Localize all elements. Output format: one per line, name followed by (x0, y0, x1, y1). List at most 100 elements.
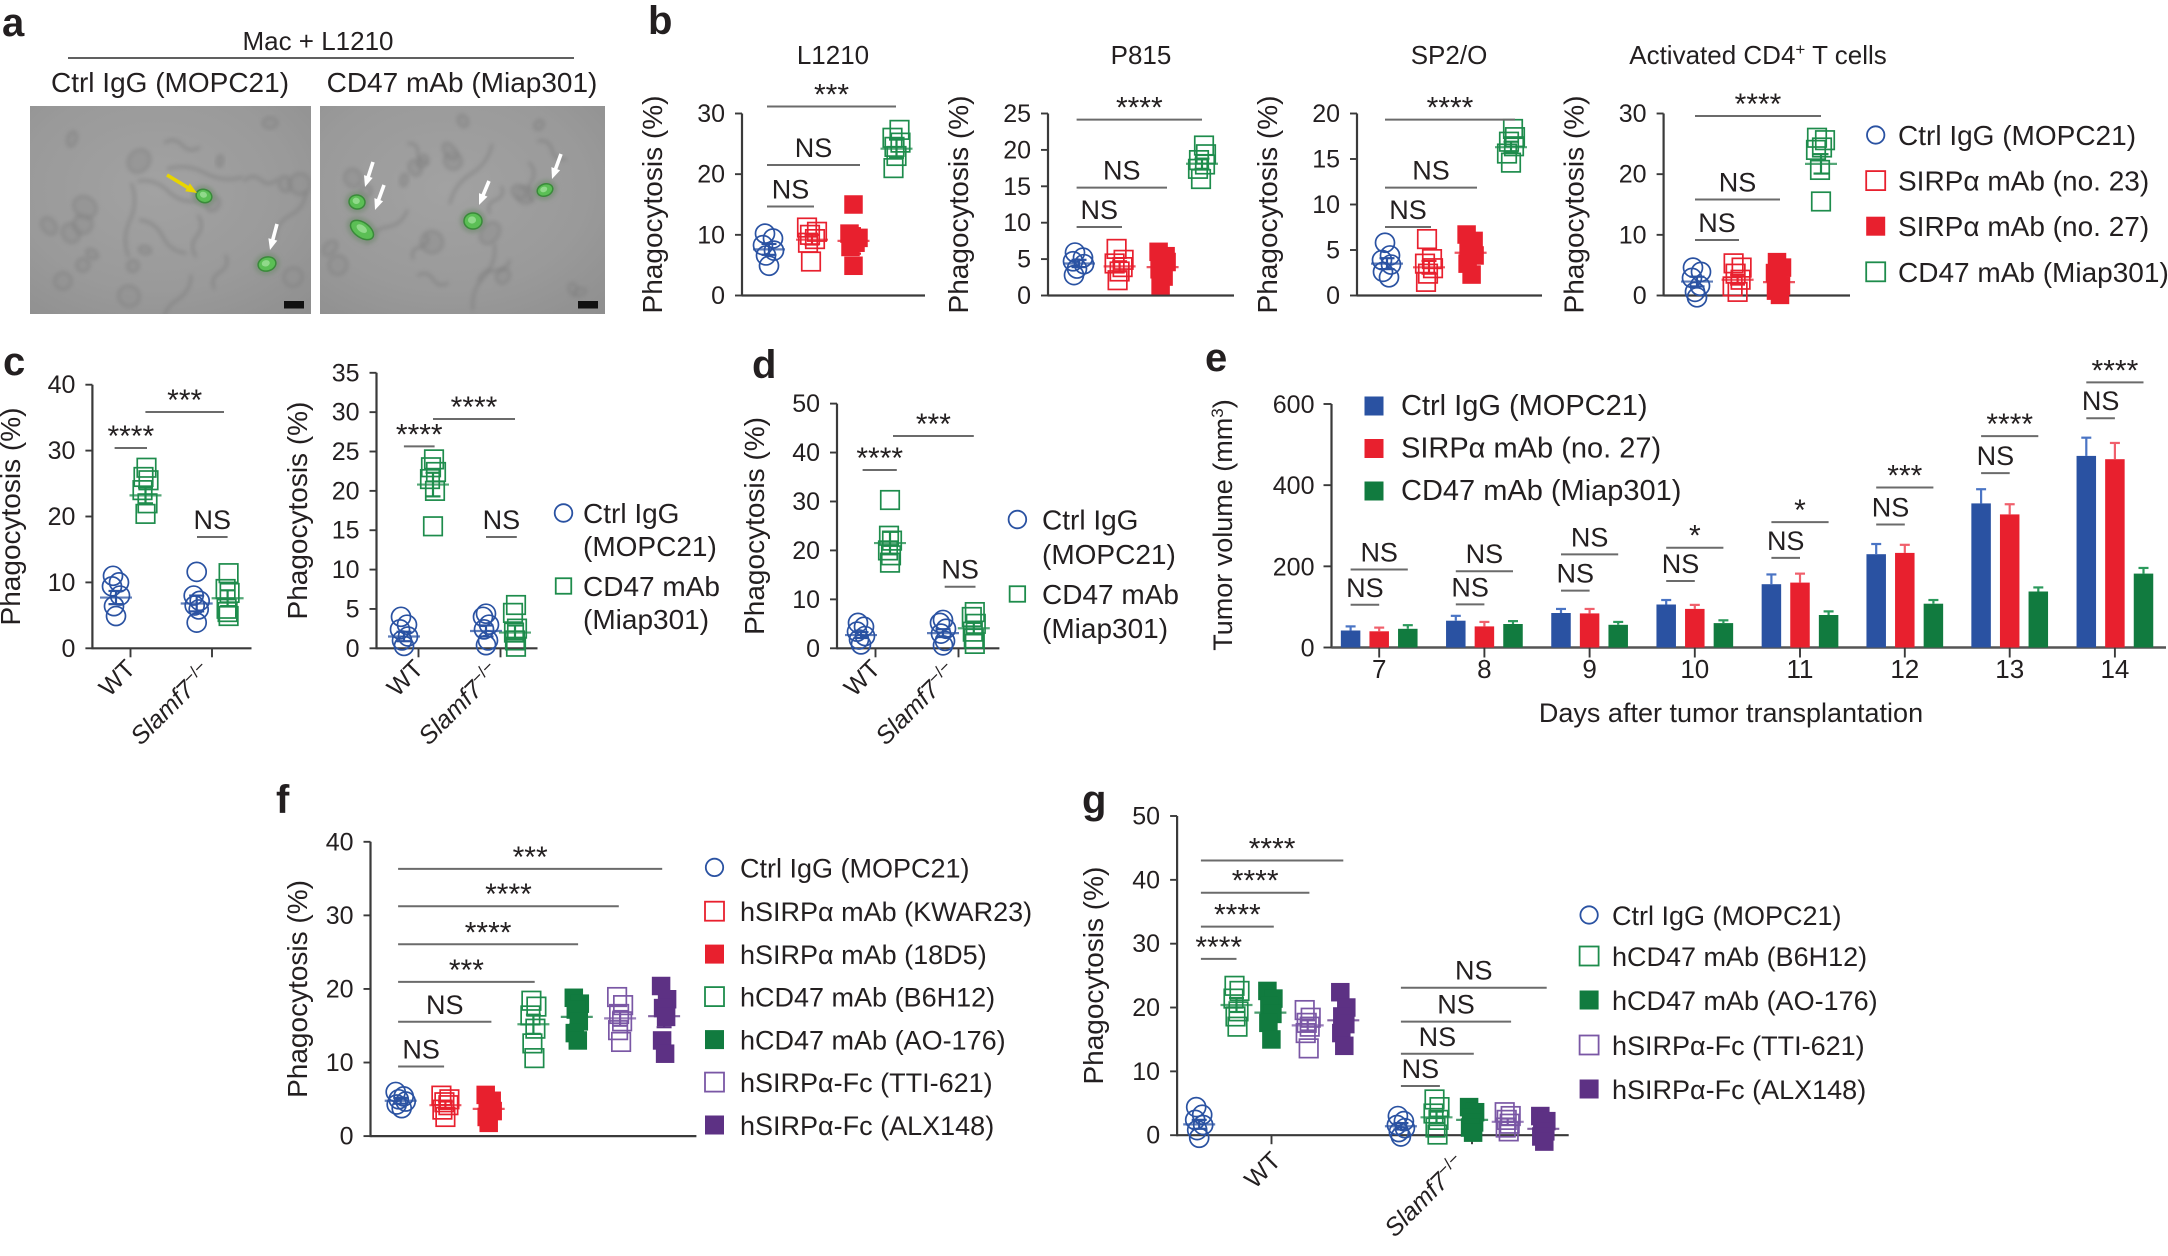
svg-text:d: d (752, 343, 776, 387)
svg-text:****: **** (1735, 88, 1782, 121)
svg-text:****: **** (1214, 899, 1261, 932)
svg-text:hSIRPα mAb (18D5): hSIRPα mAb (18D5) (740, 940, 987, 970)
svg-text:35: 35 (332, 359, 360, 387)
svg-text:30: 30 (792, 488, 820, 516)
svg-text:Ctrl IgG: Ctrl IgG (1042, 505, 1138, 536)
svg-text:****: **** (465, 916, 512, 949)
svg-text:NS: NS (402, 1035, 440, 1065)
svg-text:30: 30 (1619, 100, 1647, 128)
svg-text:****: **** (451, 391, 498, 424)
svg-text:P815: P815 (1111, 40, 1172, 70)
svg-text:20: 20 (48, 503, 76, 531)
svg-text:(MOPC21): (MOPC21) (1042, 539, 1176, 570)
svg-text:Ctrl IgG: Ctrl IgG (583, 498, 679, 529)
svg-text:NS: NS (194, 505, 232, 535)
svg-text:10: 10 (1619, 221, 1647, 249)
svg-text:10: 10 (48, 569, 76, 597)
svg-text:****: **** (107, 420, 154, 453)
svg-text:NS: NS (941, 555, 979, 585)
svg-text:40: 40 (792, 439, 820, 467)
svg-text:0: 0 (806, 635, 820, 663)
svg-text:0: 0 (340, 1123, 354, 1151)
svg-text:20: 20 (326, 975, 354, 1003)
svg-text:NS: NS (1557, 559, 1595, 589)
svg-text:50: 50 (792, 390, 820, 418)
svg-text:15: 15 (1003, 173, 1031, 201)
svg-text:15: 15 (332, 517, 360, 545)
svg-text:40: 40 (48, 371, 76, 399)
svg-text:200: 200 (1273, 553, 1315, 581)
svg-text:5: 5 (1017, 246, 1031, 274)
svg-text:SIRPα mAb (no. 23): SIRPα mAb (no. 23) (1898, 166, 2149, 197)
svg-text:****: **** (1195, 931, 1242, 964)
svg-text:0: 0 (346, 635, 360, 663)
svg-text:12: 12 (1890, 654, 1919, 684)
svg-text:a: a (2, 1, 25, 45)
svg-text:hCD47 mAb (AO-176): hCD47 mAb (AO-176) (740, 1026, 1006, 1056)
svg-text:f: f (276, 778, 290, 822)
svg-text:10: 10 (1680, 654, 1709, 684)
svg-text:hCD47 mAb (B6H12): hCD47 mAb (B6H12) (1612, 942, 1867, 972)
svg-text:13: 13 (1995, 654, 2024, 684)
svg-text:****: **** (1249, 833, 1296, 866)
svg-text:(Miap301): (Miap301) (1042, 613, 1168, 644)
svg-text:400: 400 (1273, 472, 1315, 500)
svg-text:NS: NS (483, 505, 521, 535)
svg-text:20: 20 (792, 537, 820, 565)
svg-text:10: 10 (326, 1049, 354, 1077)
svg-text:****: **** (1232, 865, 1279, 898)
svg-text:10: 10 (1132, 1058, 1160, 1086)
svg-text:NS: NS (1455, 956, 1493, 986)
svg-text:****: **** (1986, 408, 2033, 441)
svg-text:NS: NS (1767, 526, 1805, 556)
svg-text:Activated CD4+ T cells: Activated CD4+ T cells (1629, 40, 1887, 71)
svg-text:10: 10 (792, 586, 820, 614)
svg-text:****: **** (2092, 354, 2139, 387)
svg-text:NS: NS (772, 175, 810, 205)
svg-text:20: 20 (1312, 100, 1340, 128)
svg-text:NS: NS (1103, 156, 1141, 186)
svg-text:***: *** (167, 384, 202, 417)
svg-text:11: 11 (1787, 654, 1814, 684)
svg-text:20: 20 (697, 161, 725, 189)
svg-text:Ctrl IgG (MOPC21): Ctrl IgG (MOPC21) (1898, 120, 2136, 151)
svg-text:CD47 mAb (Miap301): CD47 mAb (Miap301) (1401, 475, 1681, 507)
svg-text:NS: NS (1698, 208, 1736, 238)
svg-text:Phagocytosis (%): Phagocytosis (%) (943, 96, 974, 314)
svg-text:0: 0 (1301, 635, 1315, 663)
svg-text:30: 30 (1132, 930, 1160, 958)
svg-text:7: 7 (1372, 654, 1386, 684)
svg-text:0: 0 (61, 635, 75, 663)
svg-text:***: *** (916, 408, 951, 441)
svg-text:NS: NS (2082, 386, 2120, 416)
svg-text:25: 25 (1003, 100, 1031, 128)
svg-text:5: 5 (1326, 237, 1340, 265)
svg-text:50: 50 (1132, 803, 1160, 831)
svg-text:NS: NS (1451, 572, 1489, 602)
svg-text:8: 8 (1477, 654, 1491, 684)
svg-text:Phagocytosis (%): Phagocytosis (%) (1078, 867, 1109, 1085)
svg-text:NS: NS (1571, 522, 1609, 552)
svg-text:NS: NS (1402, 1054, 1440, 1084)
svg-text:40: 40 (1132, 866, 1160, 894)
svg-text:hCD47 mAb (AO-176): hCD47 mAb (AO-176) (1612, 986, 1878, 1016)
svg-text:NS: NS (1662, 549, 1700, 579)
svg-text:****: **** (1427, 92, 1474, 125)
svg-text:hSIRPα mAb (KWAR23): hSIRPα mAb (KWAR23) (740, 897, 1032, 927)
svg-text:NS: NS (1346, 573, 1384, 603)
svg-text:****: **** (485, 878, 532, 911)
svg-text:NS: NS (1412, 156, 1450, 186)
svg-text:10: 10 (332, 556, 360, 584)
svg-text:L1210: L1210 (797, 40, 869, 70)
svg-text:NS: NS (1389, 195, 1427, 225)
svg-text:Ctrl IgG (MOPC21): Ctrl IgG (MOPC21) (740, 853, 970, 883)
svg-text:10: 10 (1312, 191, 1340, 219)
svg-text:Ctrl IgG (MOPC21): Ctrl IgG (MOPC21) (1401, 390, 1648, 422)
svg-text:30: 30 (332, 399, 360, 427)
svg-text:30: 30 (48, 437, 76, 465)
svg-text:***: *** (1887, 460, 1922, 493)
svg-text:Phagocytosis (%): Phagocytosis (%) (637, 96, 668, 314)
svg-text:CD47 mAb (Miap301): CD47 mAb (Miap301) (1898, 257, 2168, 288)
svg-text:0: 0 (1017, 282, 1031, 310)
svg-text:0: 0 (1146, 1122, 1160, 1150)
